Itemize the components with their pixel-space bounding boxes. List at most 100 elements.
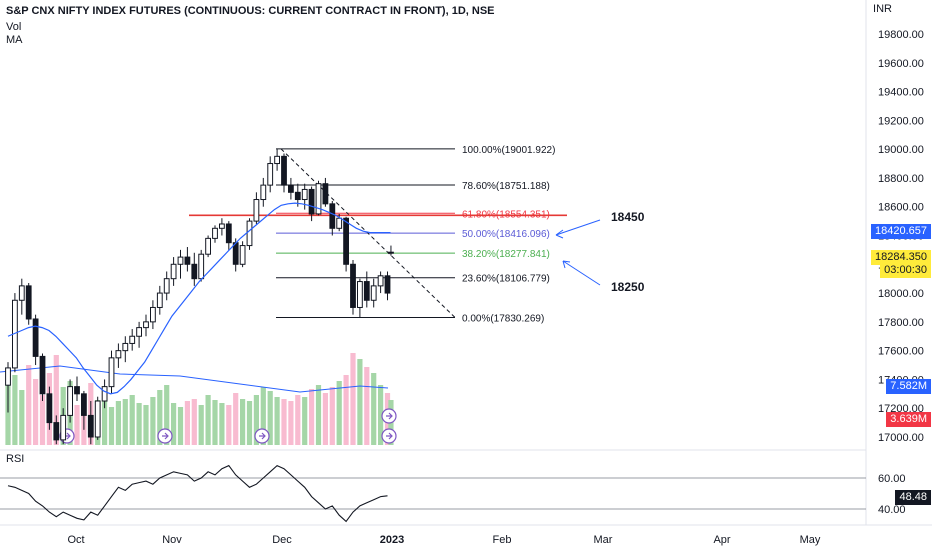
candle: [53, 415, 60, 445]
candle-body: [136, 327, 142, 337]
price-tick-label: 19800.00: [878, 29, 924, 41]
volume-bar: [177, 407, 184, 445]
candle-body: [281, 155, 287, 186]
candle: [343, 216, 350, 272]
price-ma-line: [7, 202, 391, 395]
volume-bar: [198, 405, 204, 445]
fib-level-label: 38.20%(18277.841): [462, 249, 550, 260]
currency-label: INR: [873, 3, 892, 15]
candle: [143, 314, 149, 337]
volume-bar: [364, 367, 370, 445]
price-tick-label: 19000.00: [878, 144, 924, 156]
price-tick-label: 18800.00: [878, 173, 924, 185]
candle-body: [177, 256, 184, 265]
candle-body: [388, 251, 394, 254]
chart-title: S&P CNX NIFTY INDEX FUTURES (CONTINUOUS:…: [6, 5, 495, 17]
event-marker-arrow: [162, 432, 169, 440]
countdown-tag: 03:00:30: [880, 263, 931, 278]
volume-ma-line: [0, 365, 389, 393]
candle-body: [253, 199, 260, 222]
candle-body: [74, 386, 80, 395]
volume-bar: [240, 399, 246, 445]
candle: [357, 278, 363, 318]
fib-level-label: 23.60%(18106.779): [462, 274, 550, 285]
candle: [384, 271, 391, 301]
time-tick-label: 2023: [380, 534, 404, 546]
volume-bar: [281, 399, 287, 445]
candle-body: [322, 183, 329, 205]
volume-bar: [39, 395, 46, 445]
candle-body: [18, 285, 25, 301]
candle: [156, 285, 163, 315]
candle: [108, 350, 115, 394]
volume-bar: [219, 403, 225, 445]
legend-ma[interactable]: MA: [6, 34, 23, 46]
rsi-tag: 48.48: [895, 490, 931, 505]
volume-bar: [26, 365, 32, 445]
candle: [308, 186, 315, 222]
candle: [212, 225, 218, 243]
candle-body: [308, 188, 315, 215]
volume-bar: [136, 403, 142, 445]
time-tick-label: Apr: [713, 534, 730, 546]
volume-bar: [191, 399, 197, 445]
candle: [219, 218, 225, 236]
candle-body: [363, 281, 370, 301]
candle: [67, 379, 73, 423]
candle: [5, 362, 11, 413]
candle-body: [315, 183, 322, 215]
candle: [60, 408, 67, 445]
candle: [74, 376, 80, 402]
candle-body: [46, 393, 53, 424]
candle: [388, 245, 394, 256]
last-price-tag: 18284.350: [871, 250, 931, 265]
candle: [32, 314, 39, 366]
time-tick-label: Dec: [272, 534, 292, 546]
candle-body: [205, 237, 211, 255]
candle-body: [67, 386, 73, 416]
price-tick-label: 17800.00: [878, 317, 924, 329]
volume-bar: [253, 395, 259, 445]
candle: [239, 241, 246, 268]
legend-vol[interactable]: Vol: [6, 21, 22, 33]
candle-body: [81, 393, 87, 416]
candle: [225, 221, 232, 250]
candle-body: [246, 220, 253, 247]
candle-body: [122, 342, 129, 352]
candle: [274, 149, 281, 171]
candle: [260, 177, 267, 207]
candle-body: [343, 217, 350, 265]
arrow-18450-head: [555, 229, 564, 239]
volume-bar: [233, 393, 239, 445]
time-tick-label: Nov: [162, 534, 182, 546]
candle: [18, 278, 25, 315]
volume-bar: [171, 403, 177, 445]
candle: [198, 249, 205, 282]
candle-body: [129, 335, 136, 344]
candle-body: [198, 253, 205, 280]
volume-bar: [322, 393, 328, 445]
volume-bar: [12, 375, 18, 445]
volume-bar: [115, 401, 121, 445]
volume-bar: [350, 353, 356, 445]
price-tick-label: 18600.00: [878, 202, 924, 214]
candle-body: [274, 155, 281, 165]
candle: [281, 153, 287, 193]
volume-bar: [329, 387, 335, 445]
price-tick-label: 17600.00: [878, 346, 924, 358]
candle-body: [25, 285, 32, 320]
candle-body: [94, 400, 101, 438]
annotation-18450: 18450: [611, 210, 645, 224]
candle-body: [156, 292, 163, 308]
volume-bar: [122, 399, 128, 445]
volume-bar: [205, 395, 211, 445]
volume-bar: [164, 385, 170, 445]
event-marker-arrow: [259, 432, 266, 440]
time-tick-label: May: [800, 534, 821, 546]
candle: [25, 282, 32, 325]
volume-bar: [295, 395, 301, 445]
candle-body: [53, 422, 60, 441]
fib-level-label: 0.00%(17830.269): [462, 314, 544, 325]
fib-trend-line: [280, 148, 456, 318]
